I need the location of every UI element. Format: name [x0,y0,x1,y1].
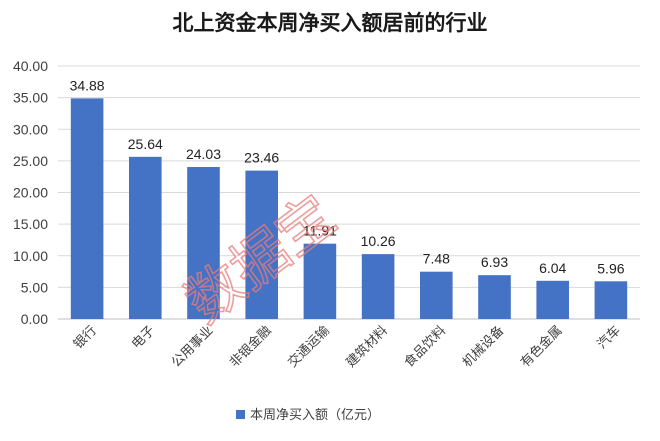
y-axis-ticks: 0.00 5.00 10.00 15.00 20.00 25.00 30.00 35.00 40… [13,58,48,327]
y-tick-label: 40.00 [13,58,48,74]
chart-title: 北上资金本周净买入额居前的行业 [173,10,488,35]
data-label: 34.88 [70,77,105,93]
x-tick-label: 交通运输 [285,323,333,371]
bar-4 [245,170,278,319]
data-label: 5.96 [597,260,624,276]
y-tick-label: 10.00 [13,248,48,264]
bar-10 [594,281,628,319]
x-tick-label: 建筑材料 [343,323,391,371]
x-tick-label: 有色金属 [517,323,565,371]
x-tick-label: 机械设备 [459,323,507,371]
y-tick-label: 35.00 [13,90,48,106]
data-label: 23.46 [244,150,279,166]
data-label: 25.64 [128,136,163,152]
data-label: 24.03 [186,146,221,162]
y-tick-label: 25.00 [13,153,48,169]
y-tick-label: 5.00 [21,279,48,295]
y-tick-label: 0.00 [21,311,48,327]
x-tick-label: 食品饮料 [401,323,449,371]
x-tick-label: 电子 [129,323,158,352]
data-label: 7.48 [423,251,450,267]
x-tick-label: 汽车 [594,323,624,353]
bar-6 [361,254,395,319]
bar-8 [478,275,511,319]
x-tick-label: 银行 [71,323,100,352]
data-labels: 34.88 25.64 24.03 23.46 11.91 10.26 7.48 6.93 6.… [70,77,625,276]
bar-2 [129,156,162,319]
data-label: 6.04 [539,260,566,276]
data-label: 10.26 [361,233,396,249]
y-tick-label: 15.00 [13,216,48,232]
bar-9 [536,280,569,319]
y-tick-label: 20.00 [13,185,48,201]
bars [70,98,628,319]
legend-swatch [236,410,245,419]
data-label: 6.93 [481,254,508,270]
bar-5 [303,243,337,319]
legend: 本周净买入额（亿元） [236,408,380,423]
bar-3 [187,167,220,319]
x-axis-ticks: 银行 电子 公用事业 非银金融 交通运输 建筑材料 食品饮料 机械设备 有色金属 汽车 [71,323,624,371]
data-label: 11.91 [303,223,337,239]
bar-1 [70,98,104,319]
y-tick-label: 30.00 [13,121,48,137]
bar-7 [420,271,453,319]
x-tick-label: 非银金融 [226,323,274,371]
legend-label: 本周净买入额（亿元） [250,408,380,423]
